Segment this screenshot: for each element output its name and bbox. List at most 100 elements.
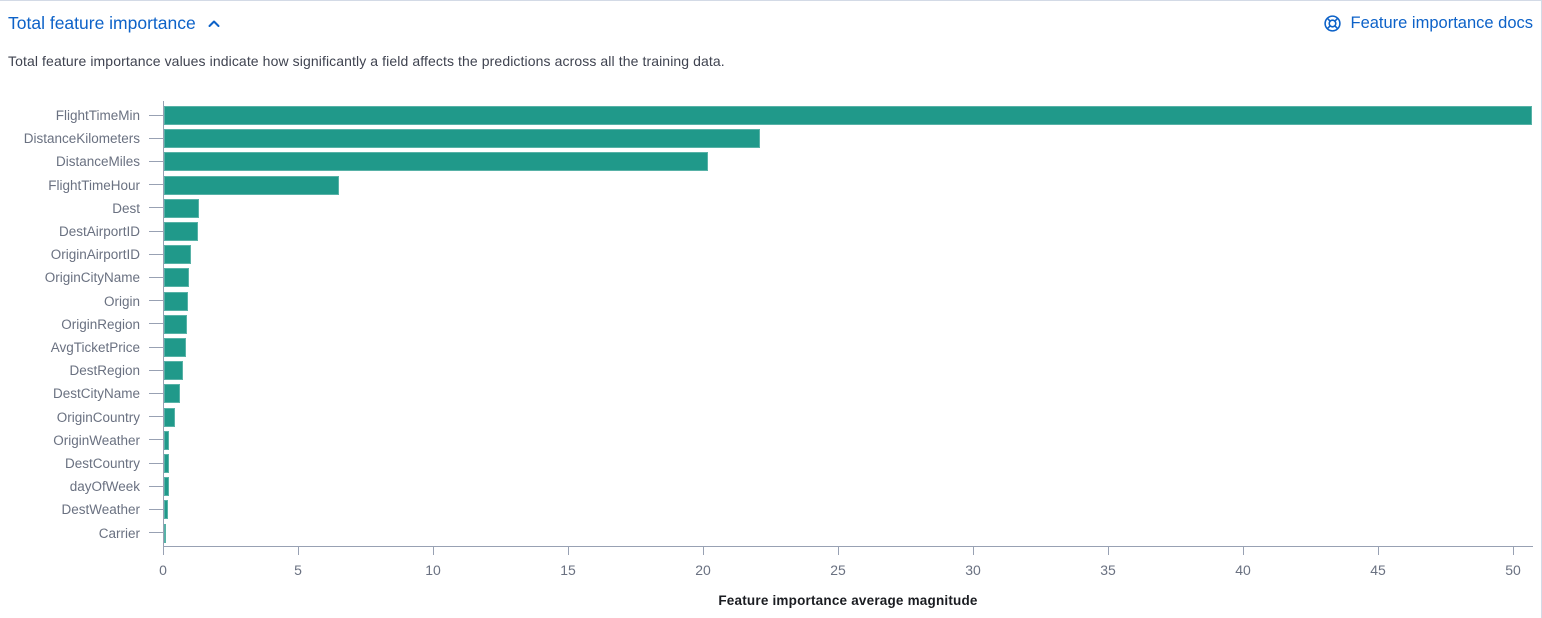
- chevron-up-icon: [206, 16, 222, 32]
- x-tick-mark: [433, 547, 434, 555]
- x-tick-label: 50: [1505, 562, 1521, 578]
- chart-row: OriginCountry: [0, 406, 1541, 429]
- chart-row: OriginRegion: [0, 313, 1541, 336]
- bar-Origin[interactable]: [164, 291, 189, 311]
- y-tick-mark: [149, 346, 163, 348]
- x-tick-mark: [163, 547, 164, 555]
- y-axis-label: OriginRegion: [61, 316, 140, 332]
- chart-row: DistanceMiles: [0, 150, 1541, 173]
- y-axis-label: AvgTicketPrice: [50, 340, 140, 356]
- bar-DestWeather[interactable]: [164, 500, 168, 520]
- y-tick-mark: [149, 439, 163, 441]
- chart-row: OriginCityName: [0, 266, 1541, 289]
- bar-OriginAirportID[interactable]: [164, 245, 192, 265]
- y-tick-mark: [149, 253, 163, 255]
- panel-description: Total feature importance values indicate…: [8, 53, 725, 69]
- x-tick-mark: [298, 547, 299, 555]
- bar-AvgTicketPrice[interactable]: [164, 338, 186, 358]
- y-axis-label: DistanceMiles: [55, 154, 140, 170]
- chart-row: dayOfWeek: [0, 475, 1541, 498]
- y-axis-label: FlightTimeHour: [48, 177, 140, 193]
- y-tick-mark: [149, 392, 163, 394]
- x-tick-label: 15: [560, 562, 576, 578]
- chart-row: OriginAirportID: [0, 243, 1541, 266]
- bar-DistanceKilometers[interactable]: [164, 129, 760, 149]
- x-tick-label: 30: [965, 562, 981, 578]
- y-tick-mark: [149, 230, 163, 232]
- bar-dayOfWeek[interactable]: [164, 477, 169, 497]
- y-axis-label: OriginCityName: [44, 270, 140, 286]
- y-axis-label: FlightTimeMin: [55, 108, 140, 124]
- chart-row: DistanceKilometers: [0, 127, 1541, 150]
- bar-OriginRegion[interactable]: [164, 314, 187, 334]
- y-axis-label: DestWeather: [61, 502, 140, 518]
- bar-FlightTimeHour[interactable]: [164, 175, 339, 195]
- y-axis-label: Dest: [112, 200, 140, 216]
- chart-row: DestWeather: [0, 498, 1541, 521]
- y-tick-mark: [149, 276, 163, 278]
- y-tick-mark: [149, 532, 163, 534]
- x-axis-title: Feature importance average magnitude: [718, 593, 978, 608]
- x-tick-label: 20: [695, 562, 711, 578]
- y-tick-mark: [149, 369, 163, 371]
- bar-Carrier[interactable]: [164, 523, 166, 543]
- bar-FlightTimeMin[interactable]: [164, 106, 1532, 126]
- bar-DestAirportID[interactable]: [164, 222, 199, 242]
- chart-row: FlightTimeMin: [0, 104, 1541, 127]
- bar-DestCityName[interactable]: [164, 384, 180, 404]
- y-tick-mark: [149, 485, 163, 487]
- y-axis-label: DestAirportID: [58, 224, 140, 240]
- feature-importance-docs-link[interactable]: Feature importance docs: [1323, 14, 1533, 33]
- y-tick-mark: [149, 508, 163, 510]
- y-axis-label: Carrier: [98, 525, 140, 541]
- bar-OriginCityName[interactable]: [164, 268, 190, 288]
- y-axis-label: DistanceKilometers: [23, 131, 140, 147]
- chart-row: DestAirportID: [0, 220, 1541, 243]
- docs-link-label: Feature importance docs: [1350, 14, 1533, 32]
- x-tick-mark: [1243, 547, 1244, 555]
- chart-row: AvgTicketPrice: [0, 336, 1541, 359]
- y-tick-mark: [149, 207, 163, 209]
- bar-DestRegion[interactable]: [164, 361, 183, 381]
- x-tick-mark: [703, 547, 704, 555]
- bar-DestCountry[interactable]: [164, 454, 169, 474]
- x-tick-label: 10: [425, 562, 441, 578]
- chart-row: FlightTimeHour: [0, 174, 1541, 197]
- y-tick-mark: [149, 462, 163, 464]
- chart-row: OriginWeather: [0, 429, 1541, 452]
- x-tick-mark: [1513, 547, 1514, 555]
- y-tick-mark: [149, 184, 163, 186]
- x-tick-mark: [1378, 547, 1379, 555]
- bar-OriginWeather[interactable]: [164, 430, 170, 450]
- y-axis-label: DestCountry: [64, 456, 140, 472]
- y-axis-label: Origin: [103, 293, 140, 309]
- y-axis-line: [163, 101, 164, 547]
- chart-row: Carrier: [0, 522, 1541, 545]
- y-axis-label: dayOfWeek: [69, 479, 140, 495]
- x-tick-mark: [1108, 547, 1109, 555]
- bar-DistanceMiles[interactable]: [164, 152, 709, 172]
- total-feature-importance-accordion-toggle[interactable]: Total feature importance: [8, 13, 222, 34]
- x-tick-mark: [568, 547, 569, 555]
- chart-row: Dest: [0, 197, 1541, 220]
- documentation-icon: [1323, 14, 1342, 33]
- x-axis-line: [163, 546, 1533, 547]
- panel-title: Total feature importance: [8, 13, 196, 33]
- y-axis-label: OriginWeather: [53, 432, 140, 448]
- y-tick-mark: [149, 323, 163, 325]
- y-axis-label: DestRegion: [69, 363, 140, 379]
- bar-Dest[interactable]: [164, 198, 200, 218]
- chart-row: DestCountry: [0, 452, 1541, 475]
- x-tick-label: 5: [294, 562, 302, 578]
- x-tick-label: 25: [830, 562, 846, 578]
- y-tick-mark: [149, 416, 163, 418]
- x-tick-mark: [838, 547, 839, 555]
- bar-OriginCountry[interactable]: [164, 407, 175, 427]
- x-tick-label: 0: [159, 562, 167, 578]
- y-tick-mark: [149, 160, 163, 162]
- y-axis-label: OriginCountry: [56, 409, 140, 425]
- chart-row: DestRegion: [0, 359, 1541, 382]
- x-tick-mark: [973, 547, 974, 555]
